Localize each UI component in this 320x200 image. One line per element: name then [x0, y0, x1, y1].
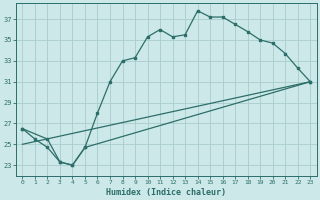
X-axis label: Humidex (Indice chaleur): Humidex (Indice chaleur)	[106, 188, 226, 197]
